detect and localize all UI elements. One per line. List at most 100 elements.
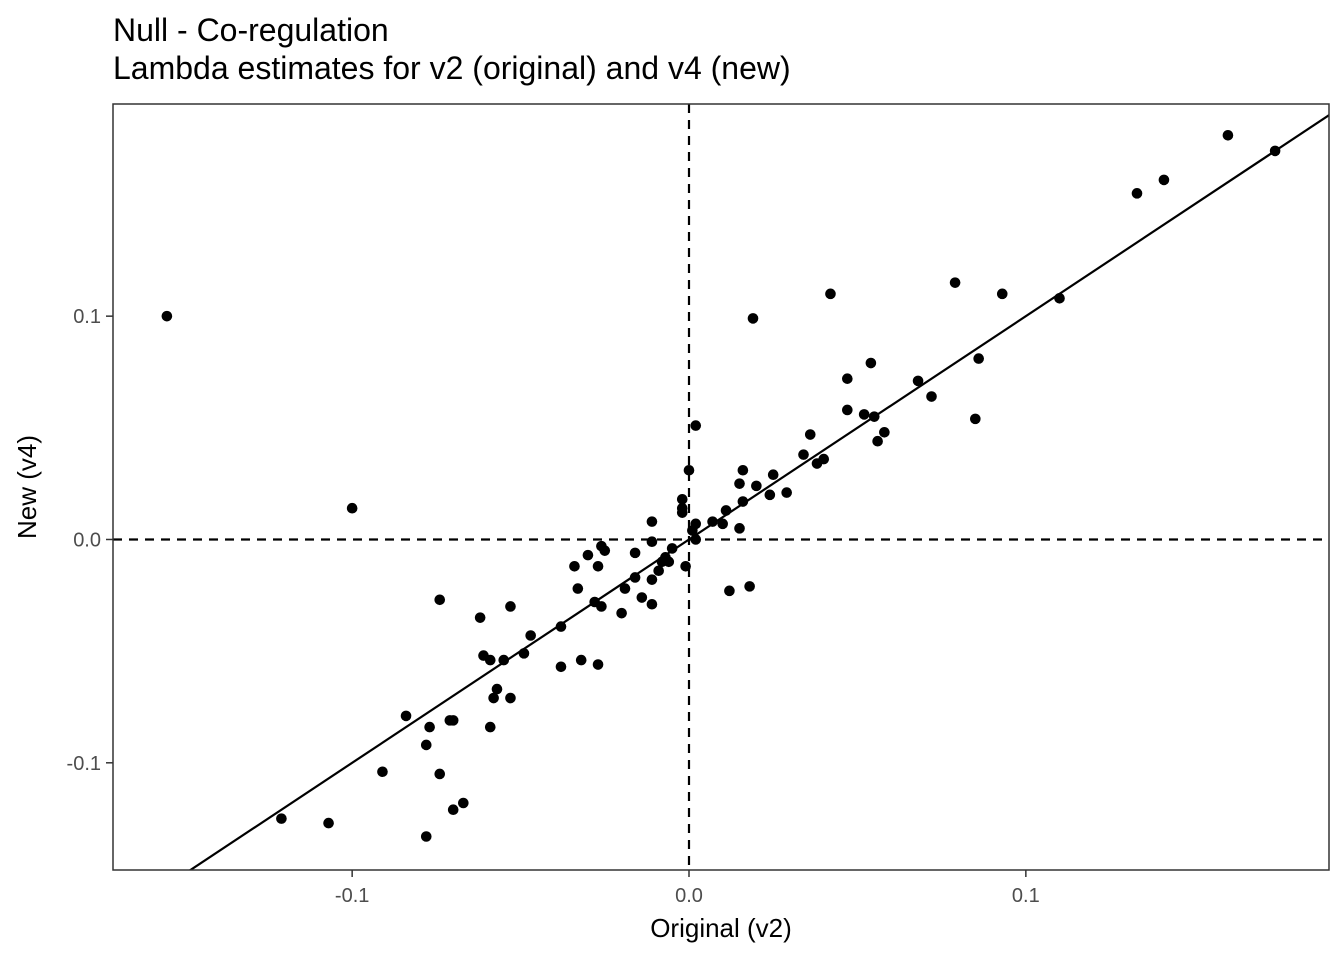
data-point <box>1269 145 1281 157</box>
data-point <box>912 375 924 387</box>
data-point <box>276 813 287 824</box>
data-point <box>1158 174 1170 186</box>
data-point <box>491 683 503 695</box>
y-tick-label: -0.1 <box>67 753 101 775</box>
data-point <box>687 525 698 536</box>
data-point <box>690 534 702 545</box>
data-point <box>646 598 658 610</box>
data-point <box>737 464 749 476</box>
y-tick-label: 0.0 <box>73 529 101 551</box>
chart-title: Null - Co-regulation <box>113 12 389 48</box>
chart-subtitle: Lambda estimates for v2 (original) and v… <box>113 50 791 86</box>
data-point <box>842 373 853 384</box>
data-point <box>518 648 530 659</box>
data-point <box>377 766 388 778</box>
x-tick-label: 0.1 <box>1012 885 1040 907</box>
data-point <box>825 288 836 300</box>
x-tick-label: 0.0 <box>675 885 703 907</box>
data-point <box>505 601 516 612</box>
data-point <box>629 547 641 559</box>
data-point <box>926 391 937 402</box>
data-point <box>737 496 749 507</box>
data-point <box>592 560 604 572</box>
data-point <box>858 409 870 420</box>
x-axis-title: Original (v2) <box>650 913 792 943</box>
data-point <box>656 556 668 568</box>
data-point <box>949 277 961 288</box>
fit-line <box>188 114 1329 870</box>
data-point <box>629 572 641 583</box>
data-point <box>879 426 890 438</box>
data-point <box>420 831 432 842</box>
data-point <box>484 721 496 733</box>
data-point <box>872 435 883 447</box>
data-point <box>346 502 358 514</box>
data-point <box>781 487 792 498</box>
data-point <box>555 661 567 673</box>
data-point <box>690 420 702 431</box>
data-point <box>636 592 648 603</box>
data-point <box>804 429 816 440</box>
data-point <box>973 353 984 364</box>
data-point <box>1131 188 1143 199</box>
data-point <box>707 516 718 527</box>
data-point <box>400 710 412 722</box>
data-point <box>592 659 604 670</box>
data-point <box>646 574 658 585</box>
y-axis-title: New (v4) <box>12 435 42 539</box>
data-point <box>484 654 496 666</box>
x-tick-label: -0.1 <box>335 885 369 907</box>
data-point <box>734 523 745 534</box>
data-point <box>970 413 981 425</box>
data-point <box>764 489 776 501</box>
data-point <box>599 545 611 556</box>
data-point <box>1222 129 1234 141</box>
data-point <box>744 581 755 592</box>
data-point <box>751 480 762 492</box>
data-point <box>680 560 691 572</box>
data-point <box>666 543 678 554</box>
data-point <box>734 478 745 489</box>
data-point <box>569 560 580 572</box>
data-point <box>458 797 469 809</box>
data-point <box>474 612 486 623</box>
data-point <box>717 518 728 530</box>
data-point <box>646 536 658 548</box>
data-point <box>865 357 877 369</box>
data-point <box>646 516 658 527</box>
data-point <box>572 583 584 594</box>
y-tick-label: 0.1 <box>73 306 101 328</box>
x-axis: -0.1 0.0 0.1 <box>335 870 1040 907</box>
data-point <box>424 721 435 733</box>
data-point <box>575 654 587 666</box>
data-point <box>582 549 594 561</box>
data-point <box>323 817 334 829</box>
data-point <box>488 692 499 704</box>
data-point <box>842 404 853 416</box>
data-point <box>498 654 510 666</box>
data-point <box>1054 292 1065 304</box>
data-point <box>683 464 695 476</box>
data-point <box>616 607 627 619</box>
data-point <box>619 583 631 594</box>
data-point <box>434 594 446 606</box>
plot-border <box>112 103 1330 871</box>
data-point <box>596 601 607 612</box>
data-point <box>525 630 536 641</box>
data-point <box>555 621 567 632</box>
data-point <box>811 458 823 469</box>
data-point <box>676 493 688 505</box>
y-axis: -0.1 0.0 0.1 <box>67 306 113 775</box>
plot-area <box>113 104 1329 870</box>
data-point <box>868 411 880 422</box>
data-point <box>798 449 809 460</box>
data-point <box>720 505 732 516</box>
data-point <box>434 768 446 780</box>
data-point <box>447 715 459 726</box>
data-point <box>747 313 759 324</box>
data-point <box>676 507 688 518</box>
data-point <box>420 739 432 751</box>
data-point <box>767 469 779 481</box>
data-point <box>447 804 459 816</box>
